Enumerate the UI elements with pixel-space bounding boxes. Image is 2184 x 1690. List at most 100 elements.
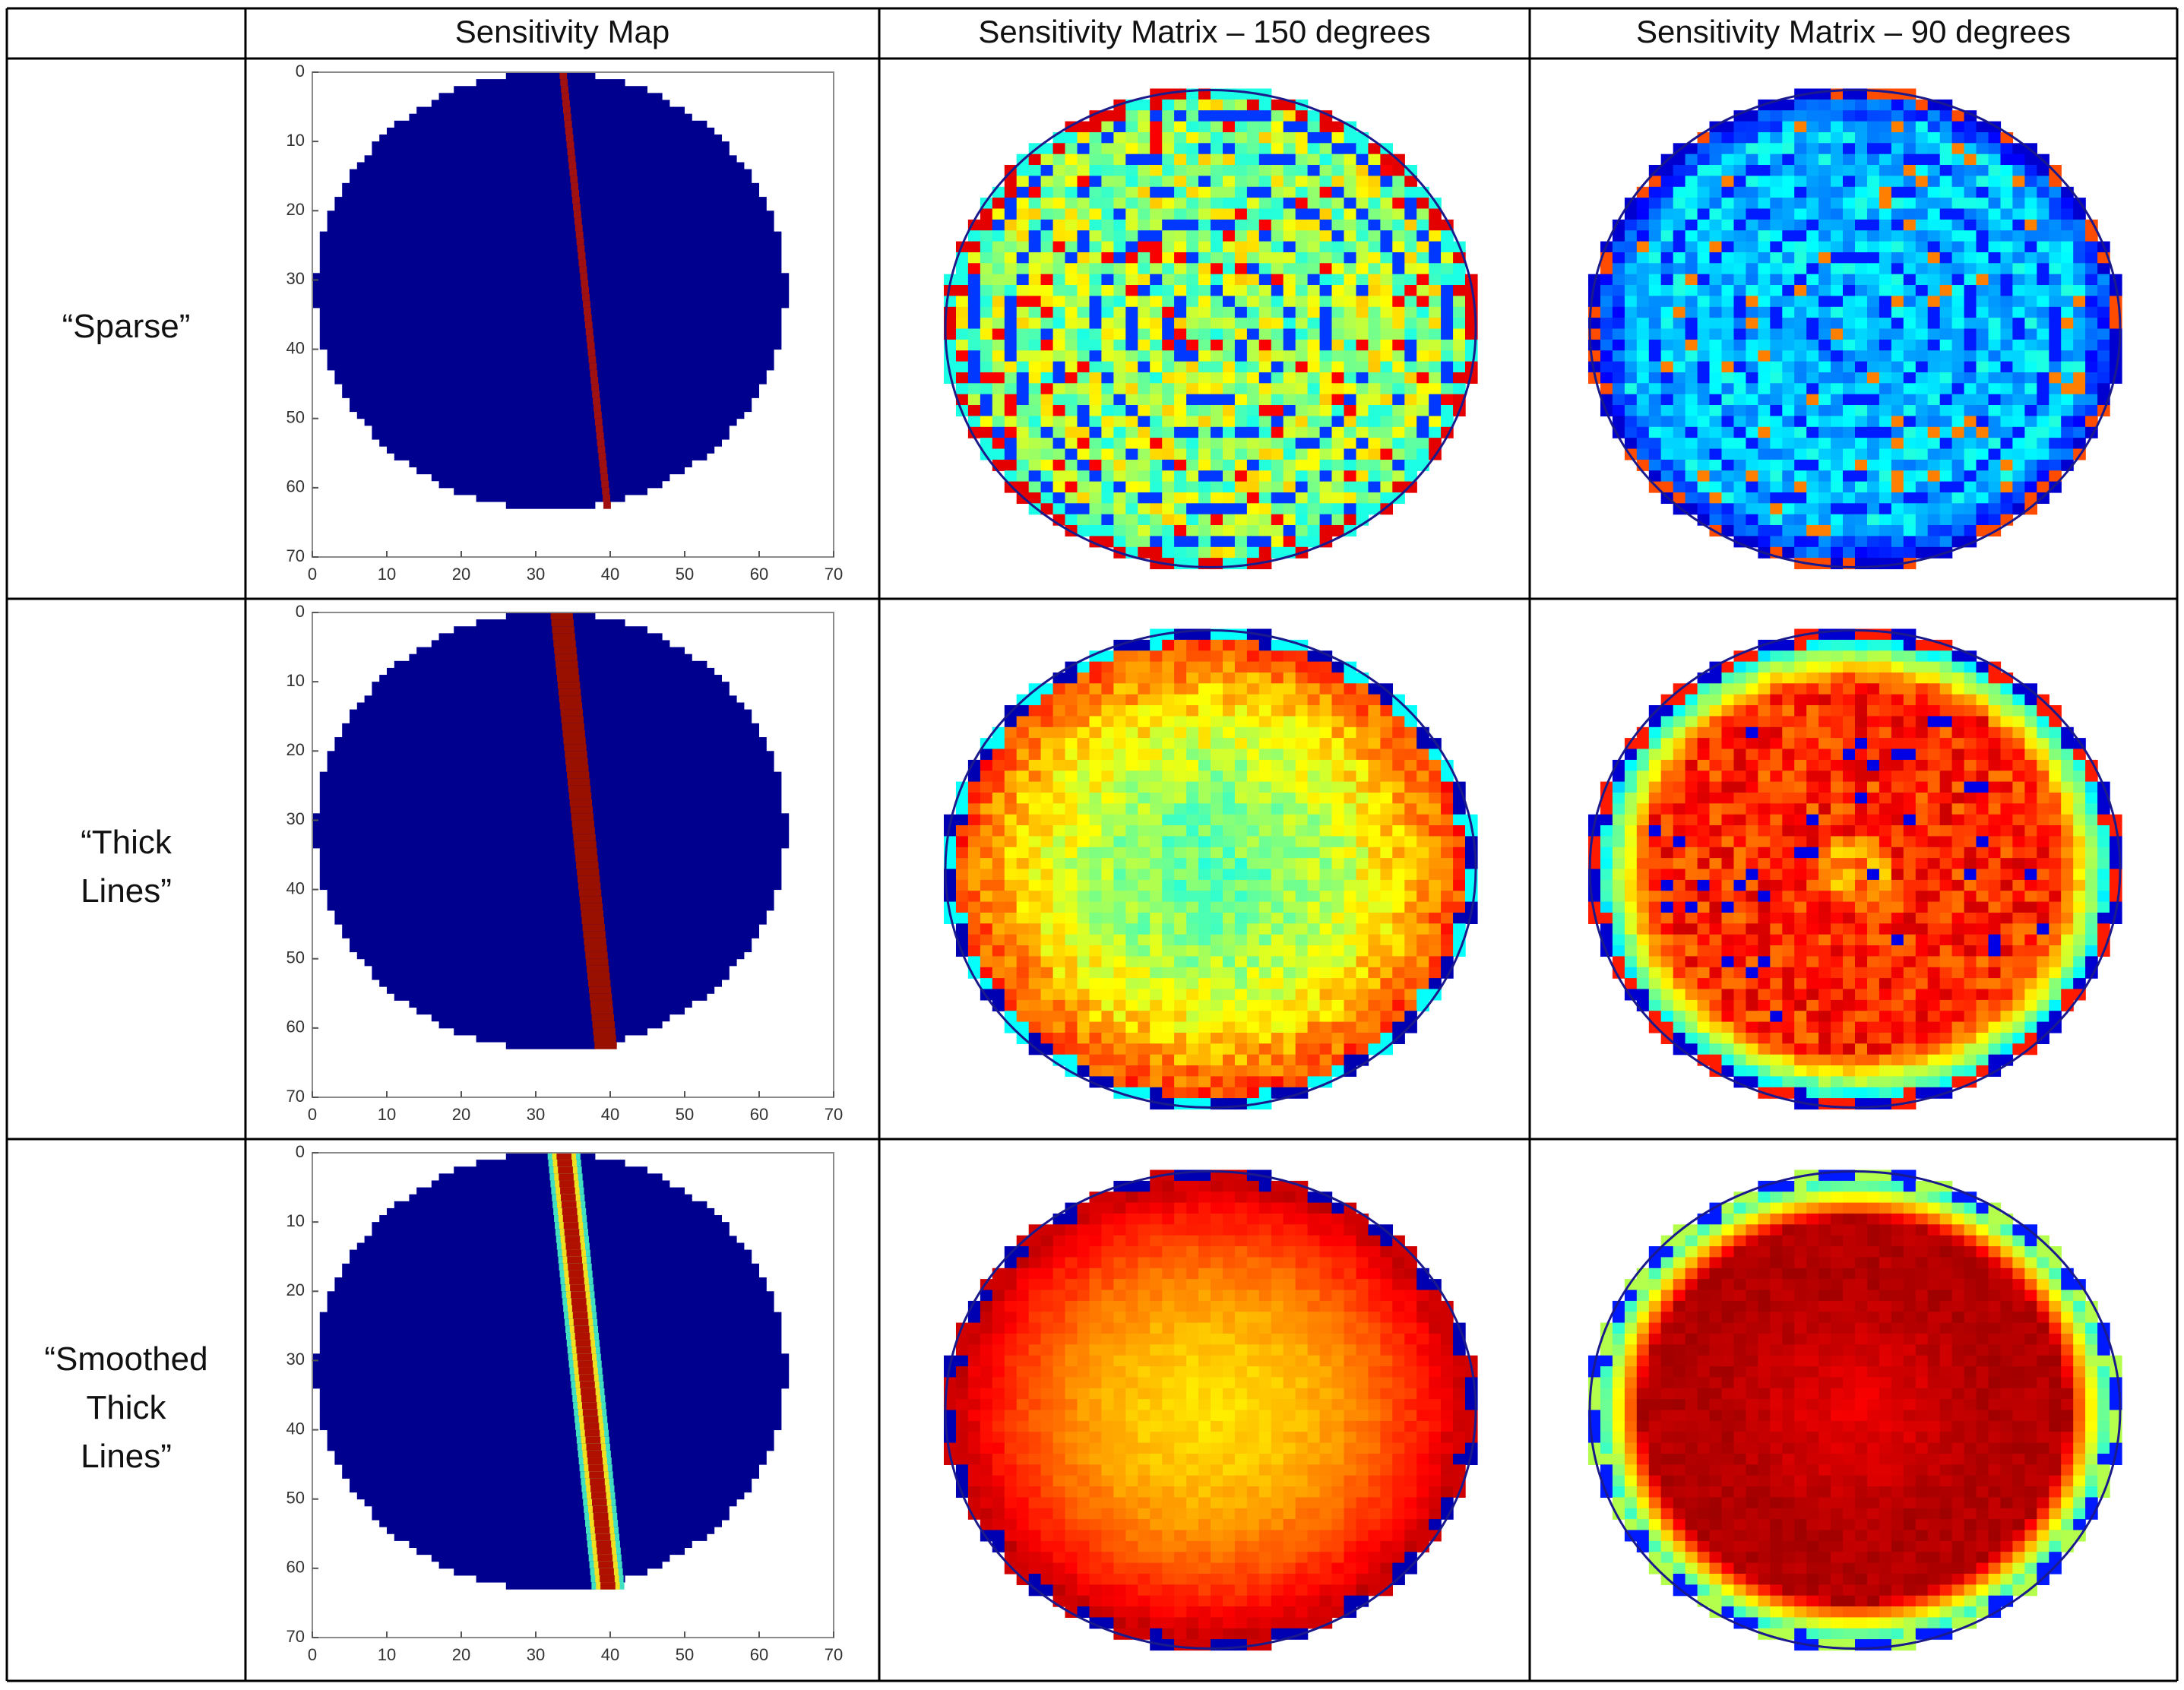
heatmap-cell [1198,891,1211,903]
heatmap-cell [1101,694,1114,706]
heatmap-cell [1089,1011,1103,1023]
heatmap-cell [1758,143,1771,155]
heatmap-cell [1831,198,1844,210]
heatmap-cell [1976,514,1989,526]
heatmap-cell [1258,165,1272,176]
map-line [561,86,569,93]
heatmap-cell [1368,153,1381,166]
heatmap-cell [1004,198,1018,210]
heatmap-cell [1746,525,1758,536]
heatmap-cell [1258,121,1272,133]
heatmap-cell [1404,481,1417,493]
heatmap-cell [2049,208,2062,220]
heatmap-cell [1441,241,1454,253]
heatmap-cell [1709,339,1723,351]
heatmap-cell [967,285,981,296]
heatmap-cell [1915,394,1929,406]
heatmap-cell [1782,274,1795,286]
heatmap-cell [1162,1033,1175,1044]
heatmap-cell [1198,470,1211,483]
heatmap-cell [1344,694,1357,706]
heatmap-cell [1198,999,1211,1011]
heatmap-cell [1380,934,1393,946]
heatmap-cell [1818,274,1831,286]
heatmap-cell [1867,153,1880,166]
heatmap-cell [992,394,1005,406]
map-disk-row [379,980,722,987]
heatmap-cell [1065,405,1078,416]
heatmap-cell [1770,470,1783,483]
heatmap-cell [1855,121,1868,133]
map-line [555,660,578,669]
heatmap-cell [1234,438,1248,450]
heatmap-cell [1089,934,1103,946]
heatmap-cell [1927,438,1941,450]
heatmap-cell [1283,923,1296,935]
heatmap-cell [1004,208,1018,220]
heatmap-cell [1964,503,1977,515]
heatmap-cell [1344,143,1357,155]
y-tick-label: 50 [286,948,305,967]
heatmap-cell [1964,230,1977,242]
heatmap-cell [1113,241,1126,253]
heatmap-cell [1162,252,1175,264]
heatmap-cell [1234,546,1248,559]
heatmap-cell [1855,470,1868,483]
heatmap-cell [1077,328,1090,340]
heatmap-cell [1077,426,1090,438]
heatmap-cell [1392,285,1405,296]
heatmap-cell [1125,361,1138,373]
heatmap-cell [1380,989,1393,1001]
heatmap-cell [1246,1021,1260,1033]
heatmap-cell [1867,383,1880,395]
heatmap-cell [1697,361,1711,373]
map-disk-row [312,834,790,842]
heatmap-cell [1150,285,1163,296]
heatmap-cell [1758,274,1771,286]
heatmap-cell [980,879,993,891]
heatmap-cell [1150,967,1163,979]
heatmap-cell [1089,989,1103,1001]
heatmap-cell [1976,405,1989,416]
heatmap-cell [1404,771,1417,783]
heatmap-cell [1380,858,1393,870]
heatmap-cell [1855,241,1868,253]
heatmap-cell [1283,1065,1296,1077]
heatmap-cell [2049,438,2062,450]
heatmap-cell [1733,514,1747,526]
heatmap-cell [1951,525,1965,536]
heatmap-cell [1380,481,1393,493]
heatmap-cell [1429,858,1442,870]
heatmap-cell [1052,306,1066,318]
heatmap-cell [1234,945,1248,957]
heatmap-cell [2073,328,2086,340]
heatmap-cell [1697,405,1711,416]
heatmap-cell [1600,285,1613,296]
heatmap-cell [1174,143,1187,155]
heatmap-cell [1794,350,1807,362]
heatmap-cell [1843,394,1856,406]
heatmap-cell [1138,901,1151,913]
heatmap-cell [1113,372,1126,384]
heatmap-cell [1344,219,1357,231]
heatmap-cell [1356,716,1369,728]
heatmap-cell [1065,350,1078,362]
map-line [553,640,576,648]
heatmap-cell [1283,771,1296,783]
heatmap-cell [1721,405,1735,416]
heatmap-cell [1307,263,1321,275]
heatmap-cell [1211,448,1223,460]
row-label: “Sparse” [62,308,191,345]
heatmap-cell [967,263,981,275]
heatmap-cell [1453,923,1466,935]
heatmap-cell [1939,208,1953,220]
heatmap-cell [1794,230,1807,242]
heatmap-cell [1174,121,1187,133]
heatmap-cell [1392,748,1405,761]
heatmap-cell [2000,438,2014,450]
heatmap-cell [1331,934,1345,946]
heatmap-cell [1915,186,1929,198]
y-tick-label: 10 [286,131,305,150]
heatmap-cell [1307,879,1321,891]
heatmap-cell [1186,1021,1199,1033]
